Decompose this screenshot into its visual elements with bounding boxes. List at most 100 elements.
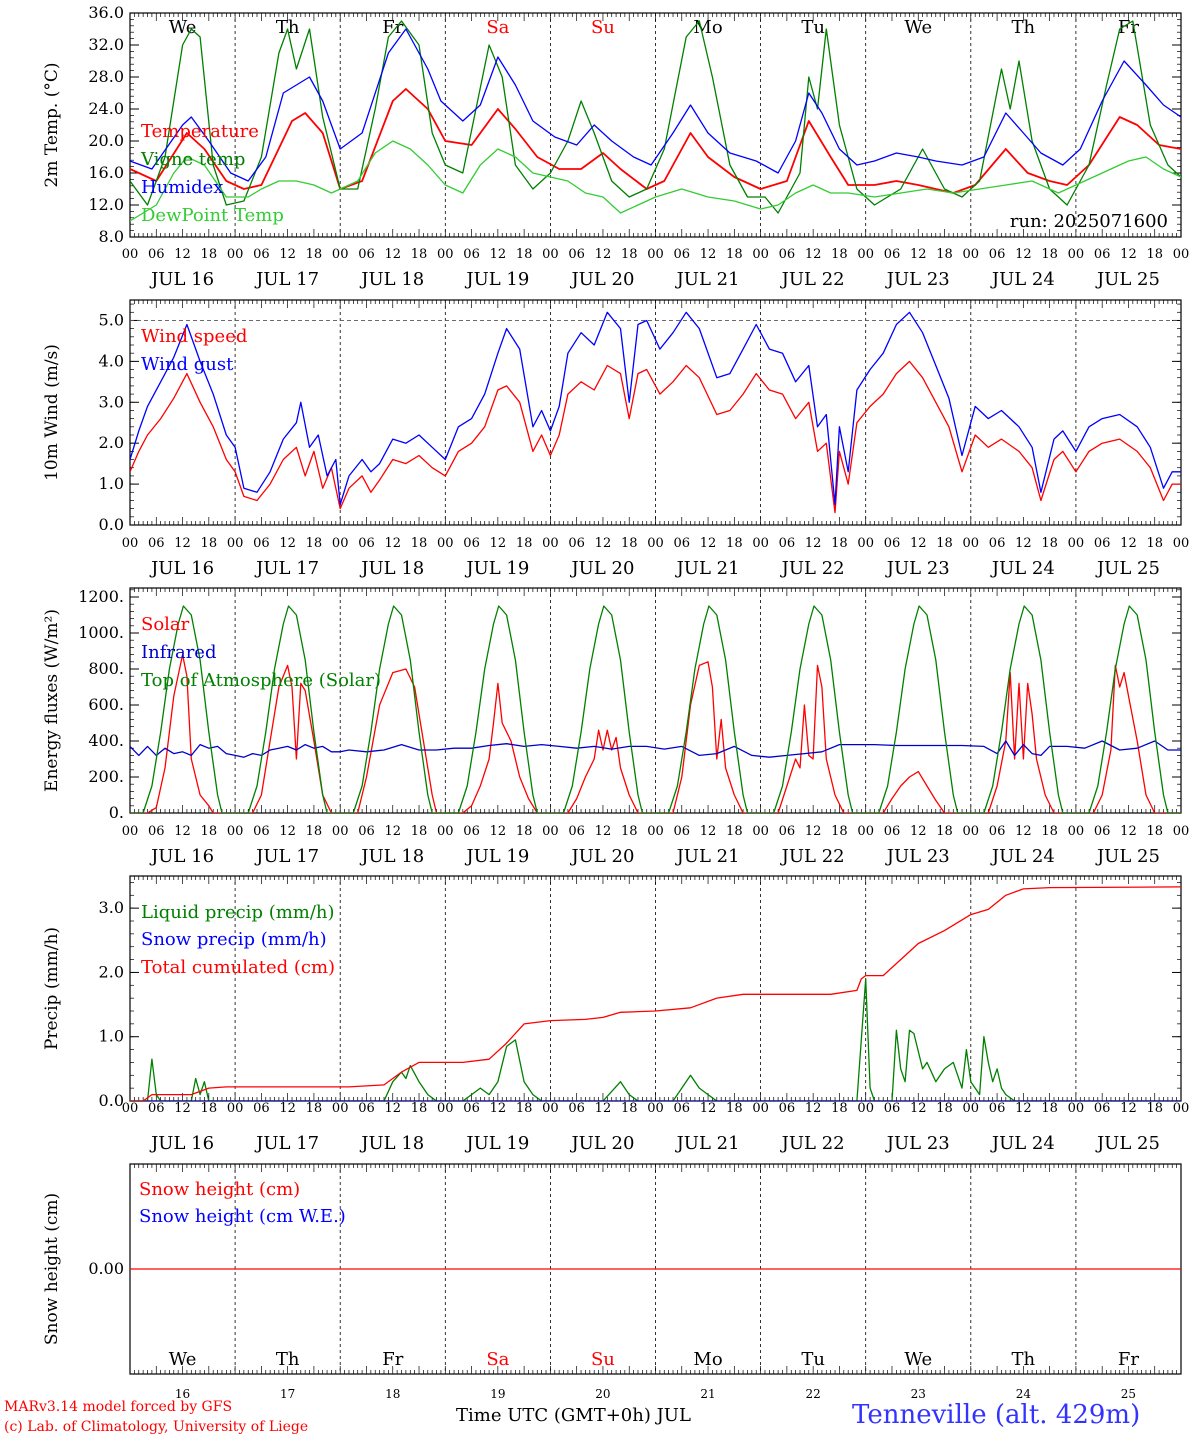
hour-tick-label: 18 <box>411 1101 428 1116</box>
hour-tick-label: 12 <box>384 536 401 551</box>
weekday-label: Sa <box>486 17 509 38</box>
hour-tick-label: 12 <box>910 247 927 262</box>
hour-tick-label: 00 <box>122 824 139 839</box>
hour-tick-label: 00 <box>542 1101 559 1116</box>
day-label: JUL 22 <box>780 269 845 290</box>
hour-tick-label: 06 <box>568 536 585 551</box>
day-label: JUL 21 <box>675 558 740 579</box>
y-tick-label: 200. <box>88 767 124 786</box>
hour-tick-label: 12 <box>700 1101 717 1116</box>
day-number-label: 20 <box>595 1387 610 1401</box>
hour-tick-label: 00 <box>857 1101 874 1116</box>
legend-entry: Wind speed <box>141 326 247 347</box>
hour-tick-label: 12 <box>1015 247 1032 262</box>
panel-2: 0.0 1.0 2.0 3.0 4.0 5.0 10m Wind (m/s) 00 06 12 18… <box>42 299 1189 579</box>
y-tick-label: 800. <box>88 659 124 678</box>
hour-tick-label: 18 <box>411 824 428 839</box>
weekday-label: We <box>904 17 932 38</box>
series-line <box>130 605 1181 813</box>
day-number-label: 17 <box>280 1387 295 1401</box>
hour-tick-label: 12 <box>700 247 717 262</box>
hour-tick-label: 12 <box>490 1101 507 1116</box>
hour-tick-label: 18 <box>1146 247 1163 262</box>
hour-tick-label: 18 <box>516 536 533 551</box>
hour-tick-label: 00 <box>857 824 874 839</box>
hour-tick-label: 12 <box>1015 824 1032 839</box>
y-tick-label: 400. <box>88 731 124 750</box>
legend-entry: Snow precip (mm/h) <box>141 929 327 950</box>
hour-tick-label: 06 <box>358 536 375 551</box>
y-tick-label: 5.0 <box>99 310 124 329</box>
hour-tick-label: 00 <box>122 536 139 551</box>
legend-entry: Snow height (cm) <box>139 1179 300 1200</box>
weekday-label: Fr <box>382 1349 403 1370</box>
hour-tick-label: 00 <box>122 247 139 262</box>
y-tick-label: 600. <box>88 695 124 714</box>
hour-tick-label: 12 <box>910 824 927 839</box>
hour-tick-label: 00 <box>332 536 349 551</box>
hour-tick-label: 12 <box>174 536 191 551</box>
hour-tick-label: 06 <box>1094 824 1111 839</box>
hour-tick-label: 06 <box>884 824 901 839</box>
weekday-label: Su <box>591 1349 615 1370</box>
hour-tick-label: 12 <box>384 1101 401 1116</box>
y-tick-label: 16.0 <box>88 163 124 182</box>
panel-3: 0. 200. 400. 600. 800. 1000. 1200. Energy fluxe… <box>42 587 1189 867</box>
y-tick-label: 36.0 <box>88 3 124 22</box>
day-label: JUL 17 <box>254 269 319 290</box>
hour-tick-label: 18 <box>936 824 953 839</box>
series-line <box>130 88 1181 194</box>
weekday-label: Th <box>1012 17 1036 38</box>
y-tick-label: 1.0 <box>99 474 124 493</box>
day-label: JUL 20 <box>569 558 634 579</box>
hour-tick-label: 12 <box>595 1101 612 1116</box>
legend-entry: Infrared <box>141 642 216 663</box>
hour-tick-label: 06 <box>358 1101 375 1116</box>
hour-tick-label: 12 <box>700 536 717 551</box>
hour-tick-label: 06 <box>253 824 270 839</box>
series-line <box>130 653 1181 813</box>
day-label: JUL 23 <box>885 269 950 290</box>
hour-tick-label: 06 <box>884 1101 901 1116</box>
hour-tick-label: 06 <box>358 247 375 262</box>
hour-tick-label: 12 <box>1120 824 1137 839</box>
hour-tick-label: 00 <box>752 247 769 262</box>
weekday-label: Sa <box>486 1349 509 1370</box>
hour-tick-label: 00 <box>963 824 980 839</box>
hour-tick-label: 00 <box>332 247 349 262</box>
panel-5: 0.00 Snow height (cm) We 16 Th 17 Fr 18 Sa 19 Su 20… <box>42 1163 1182 1401</box>
day-label: JUL 19 <box>464 1133 529 1154</box>
hour-tick-label: 12 <box>384 247 401 262</box>
day-number-label: 19 <box>490 1387 505 1401</box>
day-label: JUL 20 <box>569 1133 634 1154</box>
hour-tick-label: 00 <box>542 824 559 839</box>
legend-entry: Solar <box>141 614 190 635</box>
y-tick-label: 0. <box>109 803 124 822</box>
hour-tick-label: 12 <box>384 824 401 839</box>
hour-tick-label: 06 <box>989 536 1006 551</box>
hour-tick-label: 06 <box>674 536 691 551</box>
hour-tick-label: 00 <box>1173 824 1190 839</box>
hour-tick-label: 00 <box>963 247 980 262</box>
day-label: JUL 16 <box>149 846 214 867</box>
hour-tick-label: 06 <box>463 1101 480 1116</box>
hour-tick-label: 12 <box>174 1101 191 1116</box>
hour-tick-label: 12 <box>805 247 822 262</box>
hour-tick-label: 12 <box>174 247 191 262</box>
hour-tick-label: 06 <box>989 1101 1006 1116</box>
hour-tick-label: 00 <box>227 536 244 551</box>
hour-tick-label: 18 <box>516 1101 533 1116</box>
hour-tick-label: 18 <box>516 824 533 839</box>
hour-tick-label: 18 <box>516 247 533 262</box>
y-tick-label: 2.0 <box>99 962 124 981</box>
hour-tick-label: 06 <box>674 824 691 839</box>
weekday-label: Th <box>276 1349 300 1370</box>
hour-tick-label: 18 <box>726 536 743 551</box>
hour-tick-label: 00 <box>1068 824 1085 839</box>
hour-tick-label: 00 <box>437 536 454 551</box>
y-tick-label: 2.0 <box>99 433 124 452</box>
day-label: JUL 22 <box>780 846 845 867</box>
day-label: JUL 21 <box>675 846 740 867</box>
weekday-label: Mo <box>693 1349 722 1370</box>
